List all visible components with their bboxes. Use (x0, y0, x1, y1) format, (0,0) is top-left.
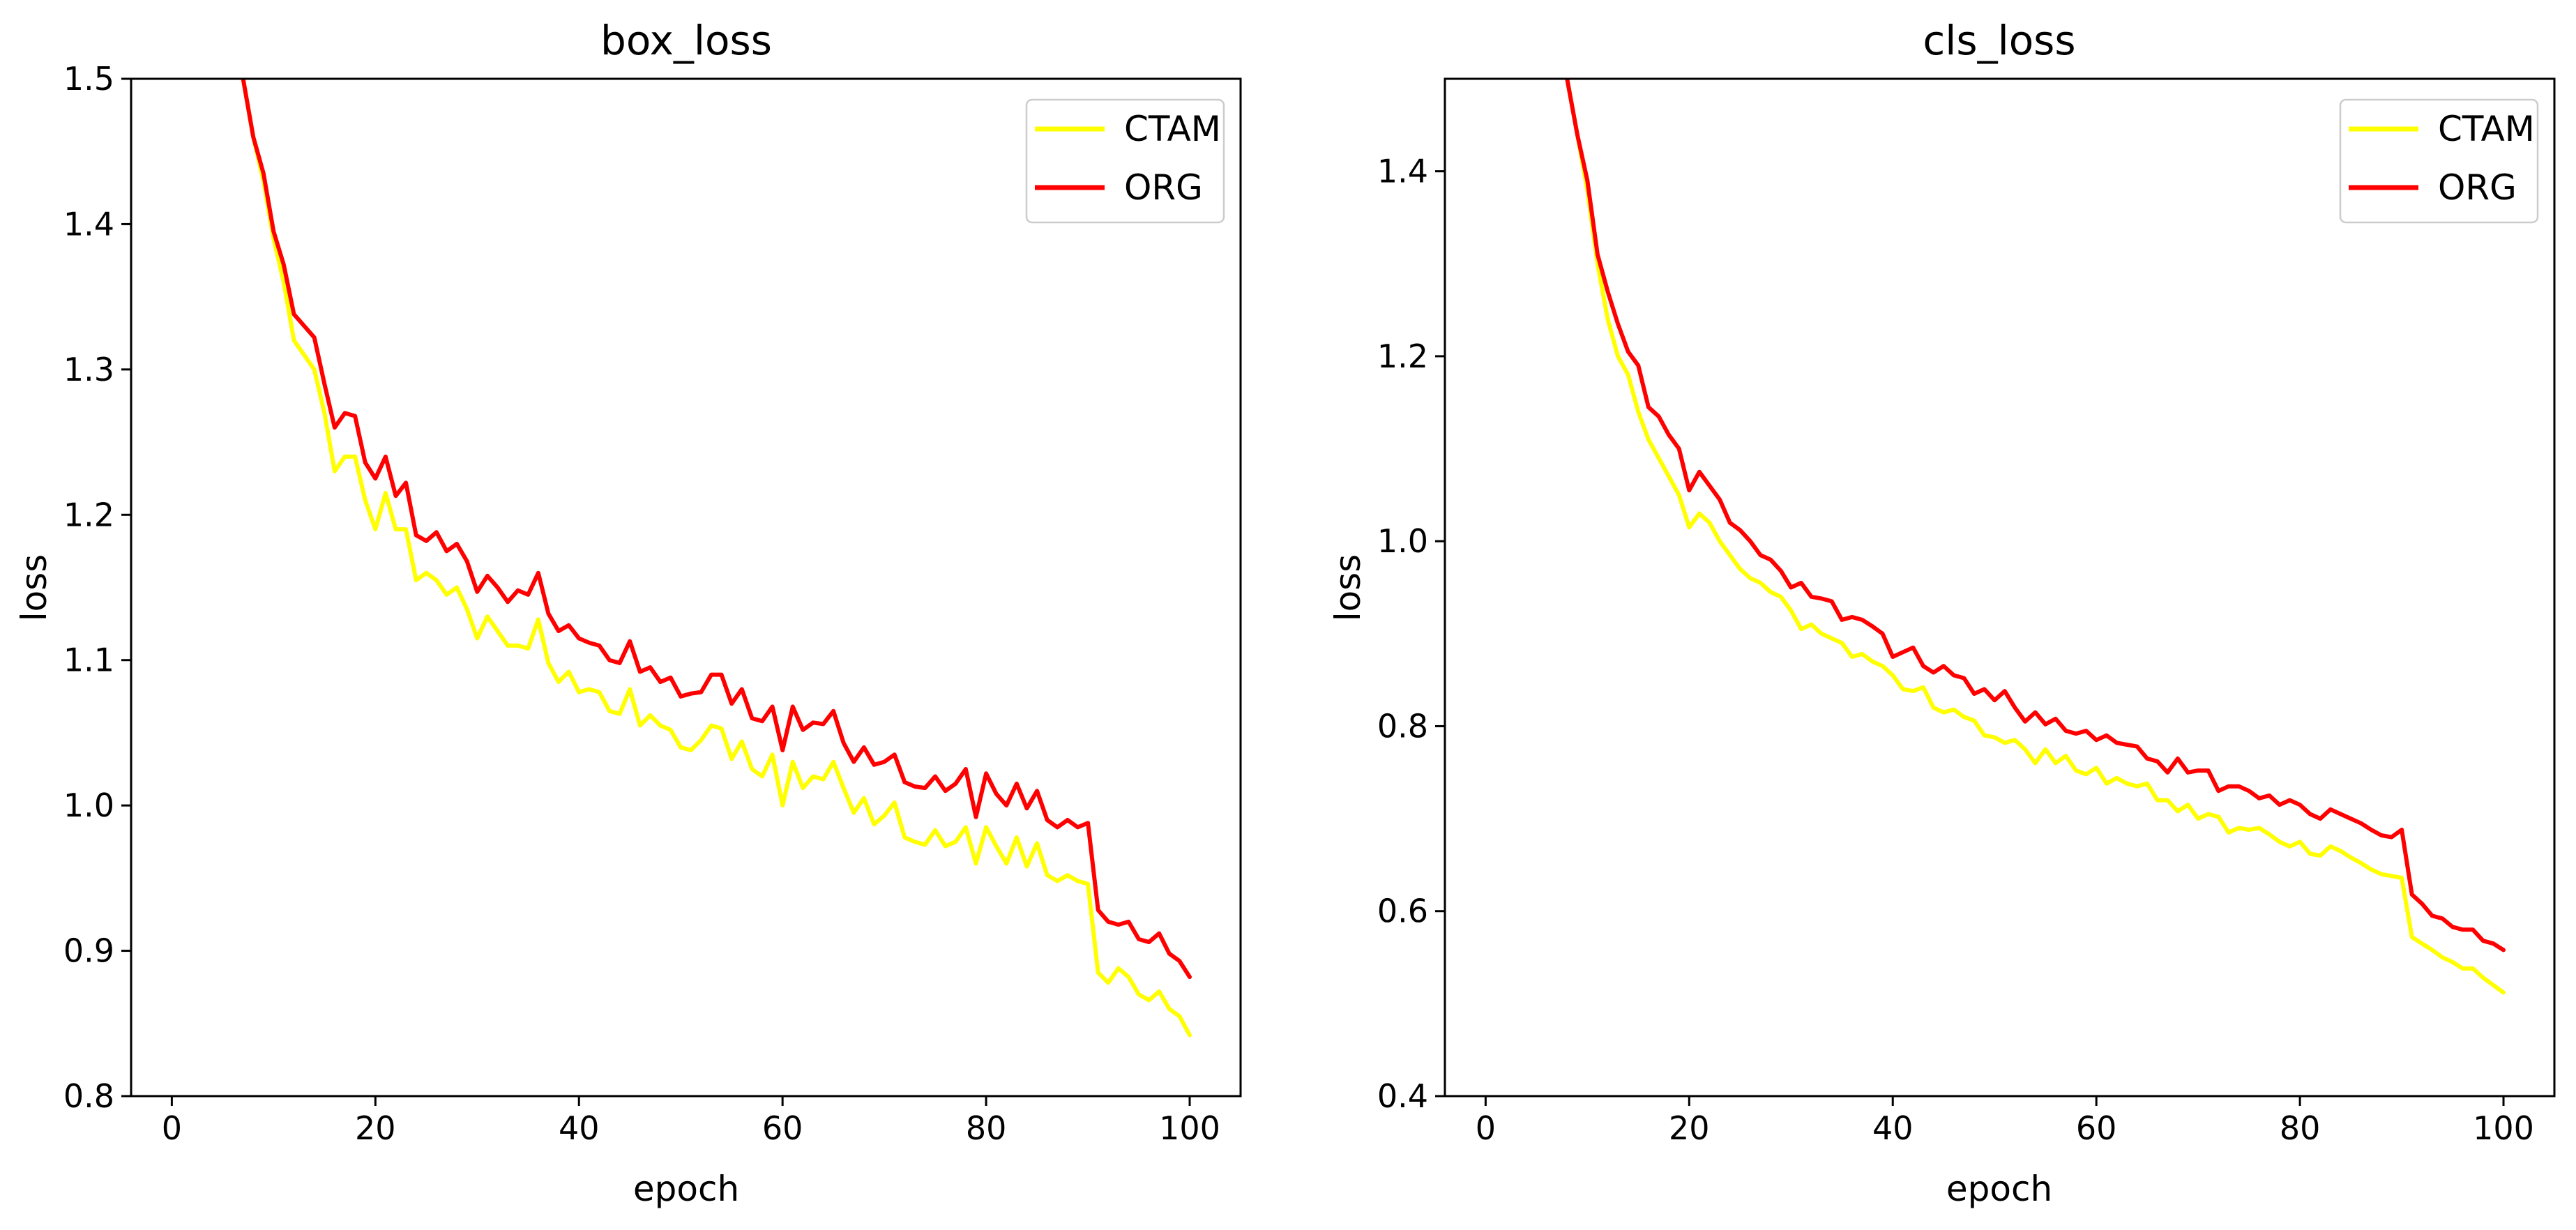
box-loss-x-tick-label: 40 (559, 1109, 600, 1147)
box-loss-legend: CTAM ORG (1025, 98, 1225, 224)
cls-loss-x-tick-label: 20 (1669, 1109, 1710, 1147)
box-loss-x-tick-label: 80 (966, 1109, 1007, 1147)
box-loss-y-tick-label: 0.9 (63, 932, 114, 970)
box-loss-y-tick-label: 1.1 (63, 641, 114, 679)
cls-loss-x-tick-label: 100 (2473, 1109, 2534, 1147)
cls-loss-series-ctam-line (1565, 79, 2506, 995)
box-loss-xlabel: epoch (633, 1169, 739, 1209)
box-loss-y-tick-label: 1.2 (63, 496, 114, 533)
box-loss-legend-label-org: ORG (1124, 167, 1203, 208)
cls-loss-y-ticks: 0.4 0.6 0.8 1.0 1.2 1.4 (1377, 153, 1445, 1115)
cls-loss-ylabel: loss (1328, 554, 1368, 622)
box-loss-ylabel: loss (14, 554, 54, 622)
cls-loss-y-tick-label: 1.4 (1377, 153, 1428, 190)
cls-loss-title: cls_loss (1923, 17, 2075, 64)
cls-loss-series (1565, 79, 2506, 995)
box-loss-title: box_loss (600, 17, 772, 64)
box-loss-series (241, 79, 1192, 1038)
cls-loss-panel: cls_loss epoch loss 0 20 40 60 80 100 0.40.60… (1328, 17, 2556, 1209)
box-loss-y-tick-label: 1.3 (63, 351, 114, 388)
box-loss-x-tick-label: 0 (162, 1109, 182, 1147)
cls-loss-plot-frame (1444, 77, 2556, 1098)
box-loss-series-org-line (241, 79, 1192, 980)
box-loss-y-ticks: 0.8 0.9 1.0 1.1 1.2 1.3 1.4 1.5 (63, 60, 131, 1115)
box-loss-y-tick-label: 1.0 (63, 787, 114, 824)
cls-loss-x-tick-label: 60 (2076, 1109, 2117, 1147)
cls-loss-series-org-line (1565, 79, 2506, 952)
cls-loss-x-tick-label: 0 (1476, 1109, 1496, 1147)
box-loss-x-ticks: 0 20 40 60 80 100 (162, 1096, 1220, 1147)
box-loss-x-tick-label: 100 (1159, 1109, 1220, 1147)
box-loss-x-tick-label: 60 (762, 1109, 803, 1147)
cls-loss-y-tick-label: 1.0 (1377, 522, 1428, 560)
box-loss-plot-frame (130, 77, 1242, 1098)
box-loss-panel: box_loss epoch loss 0 20 40 60 80 100 0.8 0.9 1… (14, 17, 1242, 1209)
cls-loss-y-tick-label: 0.8 (1377, 707, 1428, 745)
cls-loss-legend-label-org: ORG (2438, 167, 2517, 208)
box-loss-y-tick-label: 1.5 (63, 60, 114, 98)
cls-loss-legend: CTAM ORG (2339, 98, 2539, 224)
box-loss-y-tick-label: 0.8 (63, 1077, 114, 1115)
box-loss-x-tick-label: 20 (355, 1109, 396, 1147)
box-loss-y-tick-label: 1.4 (63, 205, 114, 243)
cls-loss-x-ticks: 0 20 40 60 80 100 (1476, 1096, 2534, 1147)
cls-loss-y-tick-label: 0.4 (1377, 1077, 1428, 1115)
cls-loss-y-tick-label: 1.2 (1377, 337, 1428, 375)
box-loss-legend-label-ctam: CTAM (1124, 109, 1221, 149)
cls-loss-x-tick-label: 80 (2280, 1109, 2321, 1147)
cls-loss-x-tick-label: 40 (1872, 1109, 1914, 1147)
cls-loss-xlabel: epoch (1946, 1169, 2052, 1209)
box-loss-series-ctam-line (241, 79, 1192, 1038)
cls-loss-legend-label-ctam: CTAM (2438, 109, 2535, 149)
cls-loss-y-tick-label: 0.6 (1377, 893, 1428, 930)
